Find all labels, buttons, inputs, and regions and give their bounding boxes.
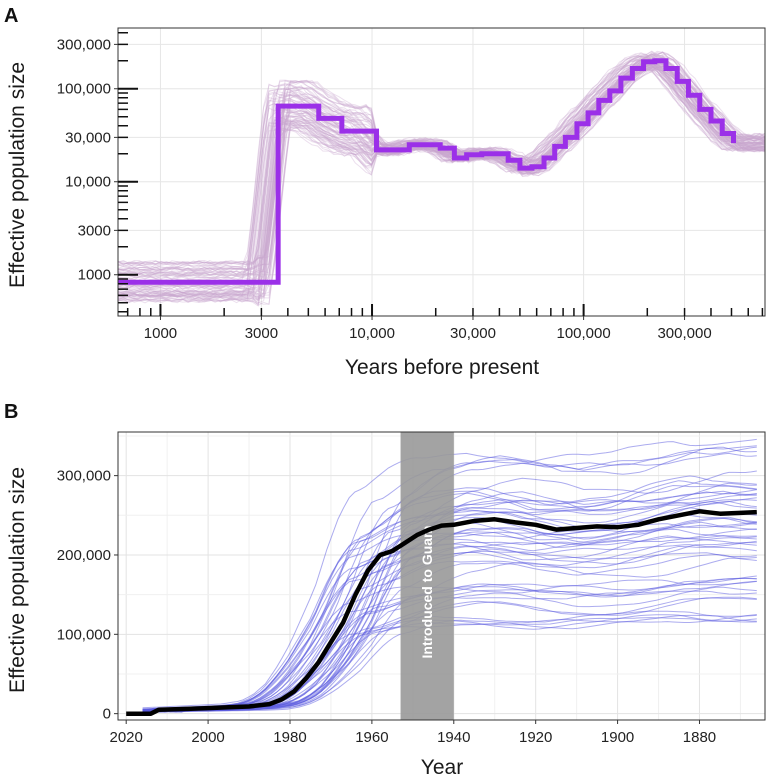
panel-b-x-tick-label: 2020 — [110, 729, 143, 746]
panel-a-replicate-line — [117, 63, 766, 296]
panel-b-y-tick-label: 0 — [103, 706, 111, 723]
panel-a-replicate-line — [117, 66, 766, 298]
panel-b-frame — [117, 431, 766, 721]
panel-b-y-tick-label: 300,000 — [57, 468, 111, 485]
panel-b-x-tick-label: 1980 — [273, 729, 306, 746]
panel-b-x-tick-label: 1920 — [519, 729, 552, 746]
panel-a-replicate-line — [117, 62, 766, 288]
panel-b-main-line — [126, 509, 757, 716]
panel-b-y-tick-label: 200,000 — [57, 547, 111, 564]
panel-a-replicate-line — [117, 55, 766, 275]
panel-a-replicate-line — [117, 66, 766, 307]
panel-a-replicate-line — [117, 61, 766, 290]
panel-b-introduction-band — [400, 432, 454, 720]
panel-a-y-tick-label: 100,000 — [57, 81, 111, 98]
panel-a-replicate-line — [117, 64, 766, 293]
panel-a-replicate-line — [117, 56, 766, 275]
panel-a-replicate-line — [117, 50, 766, 265]
panel-a-replicate-line — [117, 66, 766, 304]
panel-a-replicate-line — [117, 64, 766, 299]
panel-a-replicate-line — [117, 68, 766, 306]
panel-b-x-tick-label: 1960 — [355, 729, 388, 746]
panel-b-x-axis-title: Year — [421, 756, 463, 779]
panel-a-replicate-line — [117, 51, 766, 266]
panel-a-replicate-line — [117, 63, 766, 293]
panel-a-x-tick-label: 1000 — [144, 325, 177, 342]
panel-a-replicate-line — [117, 64, 766, 298]
panel-a-main-line — [118, 58, 736, 285]
panel-a-frame — [117, 27, 766, 317]
panel-a-replicate-line — [117, 53, 766, 269]
panel-b-band-label: Introduced to Guam — [419, 526, 435, 659]
panel-a-x-tick-label: 300,000 — [657, 325, 711, 342]
panel-a-y-tick-label: 30,000 — [65, 129, 111, 146]
panel-a-x-axis-title: Years before present — [345, 356, 539, 379]
panel-b-label: B — [4, 401, 18, 423]
panel-b-y-axis-title: Effective population size — [6, 467, 29, 693]
panel-a-chart: 1000 3000 10,000 30,000 100,000 300,000 1000 30… — [57, 27, 766, 342]
panel-b-x-tick-label: 1900 — [601, 729, 634, 746]
panel-a-replicate-line — [117, 65, 766, 298]
panel-a-replicate-line — [117, 64, 766, 298]
panel-a-y-axis-title: Effective population size — [6, 62, 29, 288]
panel-a-y-tick-label: 1000 — [78, 267, 111, 284]
panel-a-replicate-line — [117, 66, 766, 296]
panel-a-replicate-line — [117, 54, 766, 272]
panel-a-y-tick-label: 300,000 — [57, 36, 111, 53]
panel-a-replicate-line — [117, 66, 766, 302]
panel-a-label: A — [4, 5, 18, 27]
panel-b-y-tick-label: 100,000 — [57, 626, 111, 643]
panel-b-x-tick-label: 1940 — [437, 729, 470, 746]
panel-a-replicate-line — [117, 65, 766, 302]
panel-a-replicate-line — [117, 54, 766, 272]
panel-b-x-tick-label: 2000 — [191, 729, 224, 746]
panel-a-replicate-line — [117, 65, 766, 302]
panel-a-replicate-line — [117, 60, 766, 281]
panel-b-chart: Introduced to Guam 2020 2000 1980 1960 1940 19… — [57, 431, 766, 746]
panel-a-replicate-line — [117, 54, 766, 271]
panel-a-replicate-line — [117, 52, 766, 269]
panel-b-x-tick-label: 1880 — [683, 729, 716, 746]
panel-a-replicate-line — [117, 68, 766, 304]
panel-a-replicate-line — [117, 67, 766, 303]
panel-a-y-tick-label: 3000 — [78, 222, 111, 239]
panel-a-plot-area — [118, 28, 765, 316]
panel-a-replicate-line — [117, 64, 766, 297]
panel-a-x-tick-label: 10,000 — [349, 325, 395, 342]
panel-a-replicate-line — [117, 51, 766, 266]
panel-a-replicate-line — [117, 57, 766, 279]
panel-a-x-tick-label: 3000 — [245, 325, 278, 342]
panel-a-x-tick-label: 100,000 — [556, 325, 610, 342]
panel-a-replicate-line — [117, 68, 766, 306]
panel-a-replicate-line — [117, 63, 766, 294]
panel-a-replicate-line — [117, 64, 766, 297]
panel-a-replicate-line — [117, 51, 766, 265]
panel-a-x-tick-label: 30,000 — [450, 325, 496, 342]
panel-a-replicate-line — [117, 54, 766, 273]
panel-a-replicate-line — [117, 66, 766, 299]
panel-a-replicate-line — [117, 51, 766, 266]
panel-a-replicate-line — [117, 62, 766, 295]
panel-a-replicate-line — [117, 65, 766, 300]
panel-a-replicate-line — [117, 55, 766, 272]
panel-a-y-tick-label: 10,000 — [65, 174, 111, 191]
panel-a-replicate-line — [117, 64, 765, 302]
panel-a-replicate-line — [117, 58, 766, 280]
panel-a-replicate-line — [117, 61, 766, 289]
panel-a-replicate-line — [117, 65, 766, 301]
